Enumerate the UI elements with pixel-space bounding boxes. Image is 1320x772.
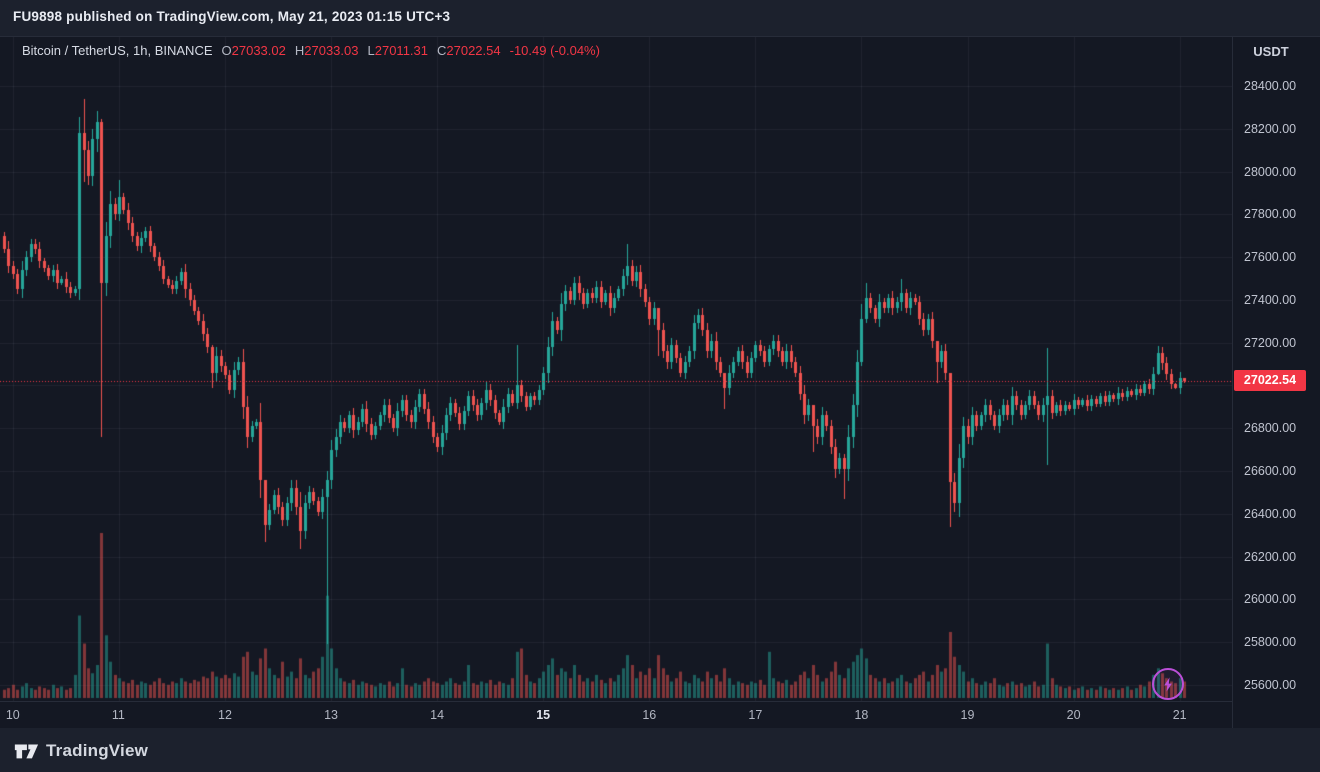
ohlc-close-label: C (437, 43, 447, 58)
attribution-bar: FU9898 published on TradingView.com, May… (0, 0, 1320, 36)
price-chart-canvas[interactable] (0, 37, 1232, 701)
price-tick-label: 27800.00 (1244, 207, 1297, 222)
last-price-label: 27022.54 (1234, 370, 1306, 392)
lightning-bolt-icon (1163, 676, 1172, 692)
price-tick-label: 25800.00 (1244, 635, 1297, 650)
currency-label: USDT (1253, 44, 1289, 59)
symbol-title[interactable]: Bitcoin / TetherUS, 1h, BINANCE (22, 43, 213, 58)
ohlc-high-label: H (294, 43, 305, 58)
time-tick-label: 17 (748, 708, 763, 722)
symbol-legend: Bitcoin / TetherUS, 1h, BINANCE O27033.02… (22, 43, 600, 58)
ohlc-low-value: 27011.31 (374, 43, 428, 58)
flash-button[interactable] (1152, 668, 1184, 700)
price-tick-label: 28400.00 (1244, 79, 1297, 93)
time-tick-label: 13 (324, 708, 338, 722)
price-tick-label: 27600.00 (1244, 250, 1297, 265)
price-tick-label: 26000.00 (1244, 592, 1297, 607)
tradingview-logo-icon[interactable] (13, 738, 39, 764)
price-axis[interactable]: USDT 27022.54 28400.00 28200.00 28000.00 27… (1232, 37, 1320, 729)
price-tick-label: 28200.00 (1244, 121, 1297, 136)
ohlc-high-value: 27033.03 (304, 43, 359, 58)
time-tick-label: 11 (111, 708, 125, 722)
time-tick-label: 15 (536, 708, 551, 722)
time-tick-label: 10 (5, 708, 20, 722)
time-tick-label: 16 (642, 708, 657, 722)
time-tick-label: 19 (960, 708, 975, 722)
price-tick-label: 27200.00 (1244, 335, 1297, 350)
price-change-value: -10.49 (-0.04%) (509, 43, 600, 58)
ohlc-open-value: 27033.02 (231, 43, 286, 58)
price-tick-label: 25600.00 (1244, 677, 1297, 692)
price-tick-label: 27400.00 (1244, 292, 1297, 307)
ohlc-open-label: O (221, 43, 232, 58)
tradingview-logo-text[interactable]: TradingView (46, 741, 149, 760)
time-tick-label: 12 (218, 708, 232, 722)
attribution-text: FU9898 published on TradingView.com, May… (13, 9, 451, 24)
time-tick-label: 14 (430, 708, 445, 722)
price-tick-label: 26200.00 (1244, 549, 1297, 564)
ohlc-low-label: L (367, 43, 375, 58)
price-tick-label: 26600.00 (1244, 464, 1297, 479)
ohlc-close-value: 27022.54 (446, 43, 501, 58)
price-tick-label: 28000.00 (1244, 164, 1297, 179)
footer-bar: TradingView (0, 728, 1320, 772)
chart-widget: Bitcoin / TetherUS, 1h, BINANCE O27033.02… (0, 36, 1320, 730)
price-tick-label: 26400.00 (1244, 506, 1297, 521)
time-tick-label: 18 (854, 708, 869, 722)
time-tick-label: 21 (1172, 708, 1187, 722)
price-tick-label: 26800.00 (1244, 421, 1297, 436)
time-tick-label: 20 (1066, 708, 1081, 722)
time-axis[interactable]: 10 11 12 13 14 15 16 17 18 19 20 21 (0, 701, 1232, 730)
